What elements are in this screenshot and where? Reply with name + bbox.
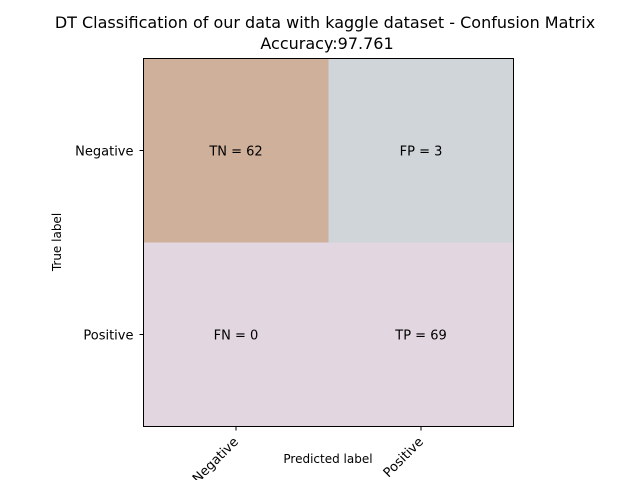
matrix-cell-label: TN = 62 xyxy=(208,145,262,160)
chart-title: DT Classification of our data with kaggl… xyxy=(55,13,595,32)
y-tick-label: Negative xyxy=(75,145,133,160)
matrix-cell-label: TP = 69 xyxy=(394,329,446,344)
matrix-cell xyxy=(328,242,514,427)
matrix-cell xyxy=(328,58,514,243)
matrix-cell-label: FP = 3 xyxy=(400,145,443,160)
matrix-cell-label: FN = 0 xyxy=(214,329,259,344)
chart-subtitle: Accuracy:97.761 xyxy=(260,34,393,53)
matrix-cells xyxy=(143,58,514,427)
x-tick-label: Positive xyxy=(381,435,427,480)
matrix-cell-labels: TN = 62 FP = 3 FN = 0 TP = 69 xyxy=(208,145,446,344)
matrix-cell xyxy=(143,242,329,427)
y-axis-ticks: Negative Positive xyxy=(75,145,144,344)
x-axis-label: Predicted label xyxy=(283,452,372,466)
y-axis-label: True label xyxy=(50,213,64,272)
x-tick-label: Negative xyxy=(190,435,242,480)
plot-frame xyxy=(143,58,514,427)
y-tick-label: Positive xyxy=(83,329,133,344)
matrix-cell xyxy=(143,58,329,243)
